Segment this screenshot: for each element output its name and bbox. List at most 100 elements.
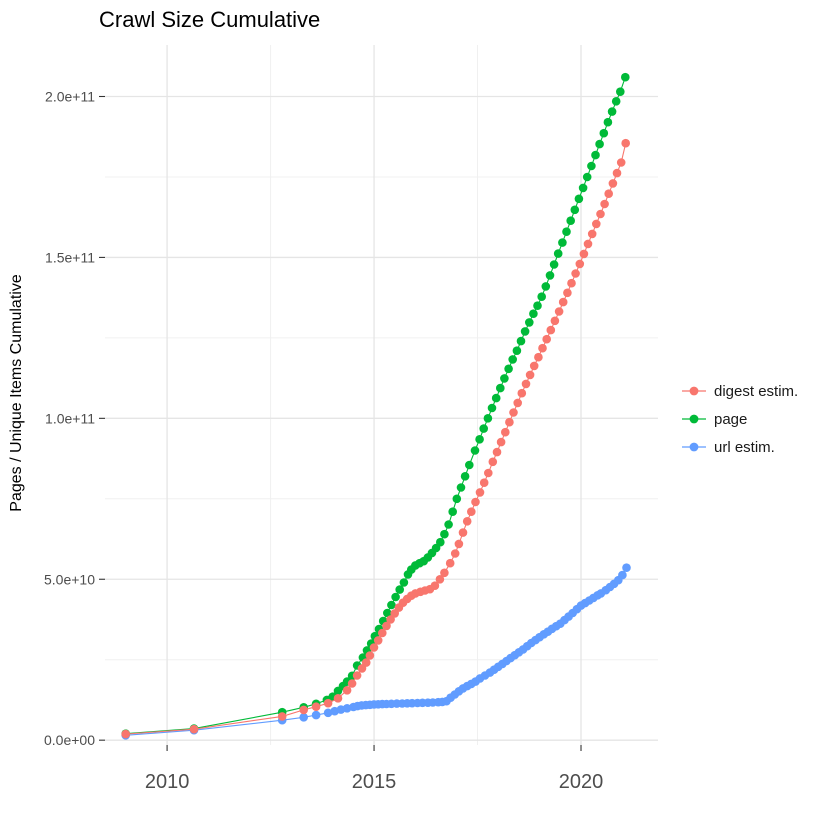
data-point [566, 216, 575, 225]
data-point [311, 710, 321, 720]
data-point [352, 671, 362, 680]
legend-item-digest-estim: digest estim. [681, 378, 798, 404]
data-point [582, 172, 592, 182]
data-point [445, 558, 455, 568]
data-point [121, 729, 130, 739]
data-point [596, 209, 605, 219]
data-point [299, 713, 309, 722]
data-point [470, 446, 480, 455]
data-point [383, 608, 392, 618]
data-point [369, 643, 379, 652]
data-point [465, 460, 474, 470]
data-point [479, 424, 489, 433]
data-point [467, 507, 476, 516]
data-point [458, 528, 468, 537]
data-point [549, 260, 559, 269]
legend: digest estim. page url estim. [681, 378, 798, 460]
x-tick-label: 2010 [145, 771, 190, 793]
data-point [460, 472, 470, 481]
data-point [436, 537, 445, 547]
data-point [361, 658, 371, 667]
legend-key-point-line-icon [682, 442, 706, 452]
data-point [542, 334, 551, 344]
data-point [603, 117, 613, 127]
data-point [525, 370, 535, 380]
data-point [513, 398, 522, 408]
data-point [347, 679, 357, 688]
data-point [501, 427, 510, 437]
data-point [448, 507, 458, 516]
data-point [471, 497, 480, 507]
data-point [622, 563, 631, 572]
data-point [342, 686, 352, 695]
data-point [621, 138, 630, 148]
data-point [444, 520, 453, 529]
data-point [579, 249, 589, 259]
data-point [607, 107, 617, 116]
y-axis-title: Pages / Unique Items Cumulative [8, 274, 25, 512]
y-tick-label: 1.5e+11 [45, 249, 95, 265]
y-tick-label: 2.0e+11 [45, 88, 95, 104]
data-point [440, 529, 449, 539]
chart-title: Crawl Size Cumulative [99, 7, 321, 32]
data-point [575, 259, 585, 269]
data-point [365, 651, 375, 660]
legend-label: digest estim. [714, 382, 799, 400]
data-point [520, 327, 530, 336]
data-point [462, 517, 472, 526]
data-point [545, 271, 555, 280]
data-point [508, 355, 517, 364]
data-point [484, 468, 493, 478]
data-point [323, 708, 333, 718]
data-point [399, 578, 409, 587]
data-point [529, 309, 538, 319]
data-point [546, 325, 556, 335]
data-point [505, 417, 514, 427]
data-point [521, 379, 531, 389]
data-point [189, 724, 199, 734]
data-point [491, 393, 501, 403]
data-point [553, 249, 563, 258]
data-point [574, 194, 584, 204]
data-point [567, 278, 576, 288]
data-point [595, 139, 604, 149]
legend-label: url estim. [714, 438, 775, 456]
data-point [616, 158, 626, 167]
data-point [378, 628, 387, 638]
data-point [604, 189, 613, 198]
data-point [492, 447, 502, 457]
data-point [550, 316, 560, 326]
data-point [587, 161, 596, 171]
legend-item-page: page [681, 406, 798, 432]
data-point [387, 600, 396, 610]
data-point [496, 383, 505, 393]
data-point [440, 568, 449, 578]
data-point [537, 292, 546, 302]
y-tick-label: 5.0e+10 [44, 571, 95, 587]
data-point [563, 288, 572, 298]
data-point [430, 581, 440, 590]
data-point [571, 269, 580, 278]
data-point [608, 179, 618, 188]
data-point [488, 457, 498, 467]
data-point [496, 437, 506, 447]
data-point [578, 183, 588, 193]
data-point [299, 705, 309, 715]
data-point [558, 297, 568, 307]
data-point [512, 346, 522, 356]
data-point [373, 636, 383, 645]
data-point [583, 239, 593, 249]
data-point [323, 698, 333, 708]
data-point [554, 307, 564, 316]
data-point [558, 238, 567, 247]
data-point [395, 585, 405, 594]
data-point [592, 219, 601, 229]
data-point [516, 336, 526, 346]
series-line-url-estim- [125, 567, 627, 736]
data-point [600, 199, 609, 209]
data-point [435, 575, 445, 584]
data-point [452, 494, 462, 504]
data-point [479, 478, 489, 488]
data-point [333, 694, 343, 703]
